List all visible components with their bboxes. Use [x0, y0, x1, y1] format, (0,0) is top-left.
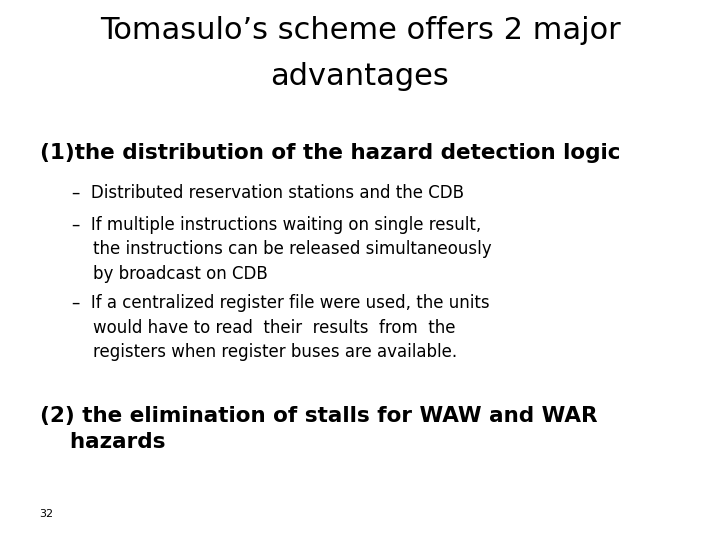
Text: –  Distributed reservation stations and the CDB: – Distributed reservation stations and t… [72, 184, 464, 201]
Text: –  If a centralized register file were used, the units
    would have to read  t: – If a centralized register file were us… [72, 294, 490, 361]
Text: 32: 32 [40, 509, 54, 519]
Text: advantages: advantages [271, 62, 449, 91]
Text: (1)the distribution of the hazard detection logic: (1)the distribution of the hazard detect… [40, 143, 620, 163]
Text: –  If multiple instructions waiting on single result,
    the instructions can b: – If multiple instructions waiting on si… [72, 216, 492, 282]
Text: Tomasulo’s scheme offers 2 major: Tomasulo’s scheme offers 2 major [99, 16, 621, 45]
Text: (2) the elimination of stalls for WAW and WAR
    hazards: (2) the elimination of stalls for WAW an… [40, 406, 597, 451]
